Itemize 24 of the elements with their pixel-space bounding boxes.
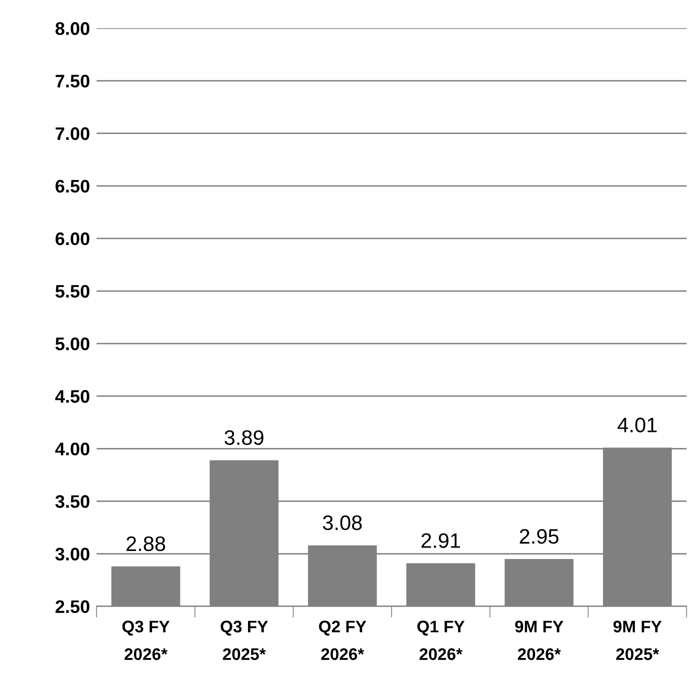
data-label: 2.91 [422, 533, 460, 548]
x-tick-label: Q3 FY 2026* [122, 620, 170, 660]
y-tick-label: 4.00 [55, 442, 90, 456]
data-label: 4.01 [618, 418, 657, 432]
y-tick-label: 6.50 [56, 180, 90, 193]
y-tick-label: 8.00 [56, 22, 90, 35]
x-tick-label: Q2 FY 2026* [319, 620, 366, 660]
y-tick-label: 6.00 [56, 232, 90, 246]
data-label: 2.95 [520, 529, 558, 544]
x-tick-label: Q1 FY 2026* [417, 620, 465, 660]
y-tick-label: 3.00 [55, 548, 90, 561]
y-tick-label: 2.50 [56, 600, 90, 614]
data-label: 3.08 [322, 515, 362, 530]
x-tick-label: 9M FY 2025* [613, 620, 662, 660]
y-tick-label: 4.50 [55, 390, 90, 403]
y-tick-label: 7.50 [56, 74, 90, 88]
y-tick-label: 5.50 [55, 284, 90, 298]
data-label: 3.89 [224, 430, 264, 445]
x-tick-label: Q3 FY 2025* [220, 620, 268, 660]
y-tick-label: 3.50 [55, 495, 90, 508]
y-tick-label: 5.00 [55, 337, 90, 350]
x-tick-label: 9M FY 2026* [515, 620, 564, 660]
data-label: 2.88 [126, 536, 166, 552]
y-tick-label: 7.00 [56, 127, 90, 140]
